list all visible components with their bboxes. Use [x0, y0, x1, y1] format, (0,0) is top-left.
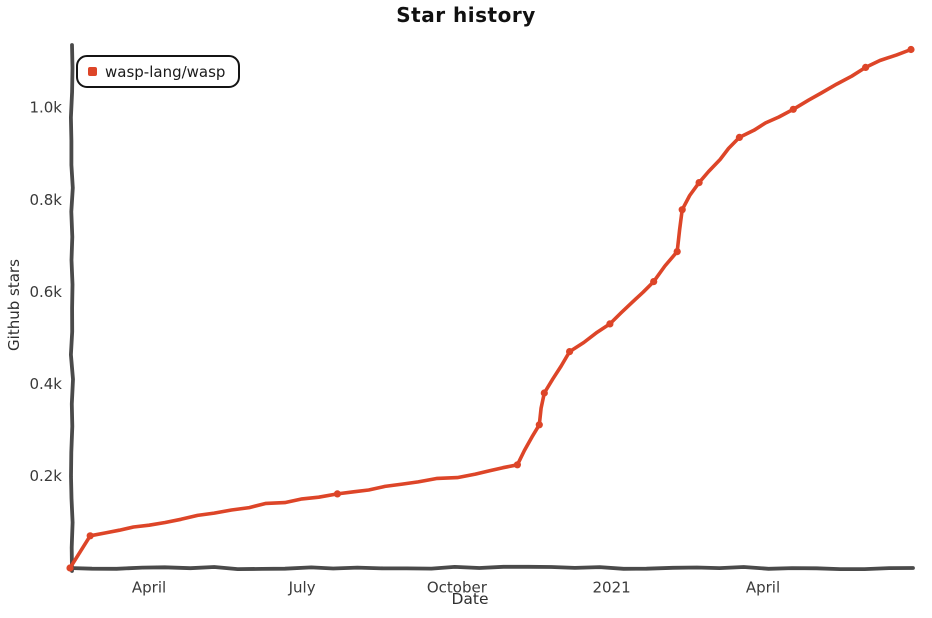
y-axis-line — [69, 43, 75, 573]
y-axis-title: Github stars — [5, 259, 23, 351]
data-point — [333, 490, 341, 498]
y-tick-label: 0.2k — [29, 467, 62, 485]
legend-series-marker-icon — [88, 67, 97, 76]
data-point — [862, 63, 870, 71]
y-tick-label: 0.4k — [29, 375, 62, 393]
data-point — [86, 532, 94, 540]
legend-series-label: wasp-lang/wasp — [105, 62, 226, 81]
x-axis-line — [67, 564, 915, 571]
x-axis-title: Date — [451, 590, 489, 608]
data-point — [650, 278, 658, 286]
data-point — [735, 133, 744, 141]
data-point — [566, 348, 574, 356]
data-point — [678, 206, 686, 214]
y-tick-label: 0.6k — [29, 283, 62, 301]
x-tick-label: October — [427, 579, 488, 597]
x-tick-label: 2021 — [593, 579, 631, 597]
data-point — [540, 389, 548, 397]
data-point — [695, 179, 703, 187]
x-tick-label: April — [746, 579, 780, 597]
data-point — [673, 248, 681, 256]
data-point — [606, 320, 614, 328]
y-tick-label: 0.8k — [29, 191, 62, 209]
series-line-wasp-lang-wasp — [68, 47, 913, 570]
legend: wasp-lang/wasp — [76, 55, 241, 88]
data-point — [789, 105, 797, 113]
x-tick-label: July — [288, 579, 316, 597]
y-tick-label: 1.0k — [29, 99, 62, 117]
data-point — [907, 45, 915, 54]
chart-title: Star history — [396, 3, 536, 27]
x-tick-label: April — [132, 579, 166, 597]
data-point — [513, 461, 522, 469]
data-point — [535, 421, 543, 429]
data-point — [66, 564, 74, 572]
